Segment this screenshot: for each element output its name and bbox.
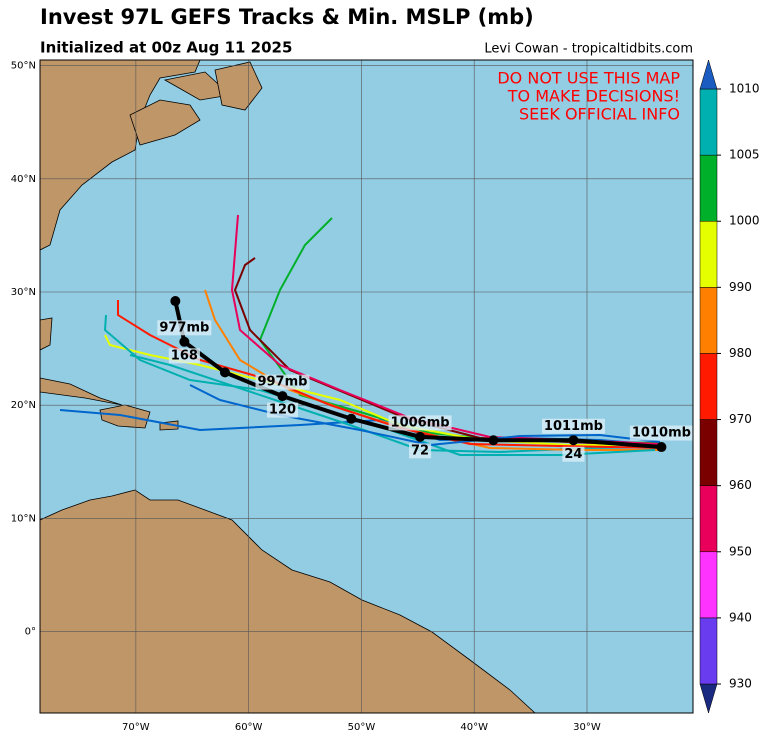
- hour-label: 168: [171, 348, 198, 363]
- colorbar-bin: [699, 287, 718, 354]
- track-point: [488, 435, 499, 446]
- lat-label: 20°N: [11, 400, 36, 411]
- colorbar-label: 940: [729, 610, 752, 624]
- lat-label: 30°N: [11, 287, 36, 298]
- label-bg: [541, 418, 605, 434]
- track-point: [277, 391, 288, 402]
- lon-label: 30°W: [573, 722, 601, 733]
- hour-label: 120: [269, 403, 296, 418]
- map-frame: [39, 59, 694, 714]
- credit: Levi Cowan - tropicaltidbits.com: [484, 42, 693, 57]
- colorbar-arrow: [699, 683, 718, 714]
- colorbar-bin: [699, 419, 718, 486]
- hour-label: 72: [411, 443, 429, 458]
- pressure-label: 997mb: [257, 375, 307, 390]
- track-point: [656, 442, 667, 453]
- label-bg: [266, 402, 299, 418]
- label-bg: [409, 443, 432, 459]
- warning-line: TO MAKE DECISIONS!: [507, 87, 680, 106]
- colorbar-label: 960: [729, 478, 752, 492]
- colorbar-label: 990: [729, 280, 752, 294]
- track-point: [219, 367, 230, 378]
- lat-label: 40°N: [11, 174, 36, 185]
- colorbar-label: 970: [729, 412, 752, 426]
- label-bg: [388, 415, 452, 431]
- title: Invest 97L GEFS Tracks & Min. MSLP (mb): [40, 5, 534, 29]
- pressure-label: 977mb: [159, 320, 209, 335]
- colorbar-bin: [699, 617, 718, 685]
- label-bg: [562, 446, 585, 462]
- label-bg: [168, 348, 200, 364]
- lat-label: 50°N: [11, 61, 36, 72]
- colorbar-bin: [699, 551, 718, 619]
- colorbar-label: 980: [729, 346, 752, 360]
- mean-track: 1010mb 1011mb 24 1006mb 72 997mb 120 977mb 168: [157, 296, 693, 462]
- colorbar-bin: [699, 485, 718, 553]
- lon-label: 40°W: [460, 722, 488, 733]
- track-point: [170, 296, 181, 307]
- land: [40, 60, 536, 713]
- colorbar-bin: [699, 154, 718, 222]
- pressure-label: 1010mb: [632, 426, 691, 441]
- colorbar-bin: [699, 88, 718, 156]
- colorbar-bin: [699, 353, 718, 420]
- warning-line: DO NOT USE THIS MAP: [497, 69, 680, 88]
- grid: [40, 60, 693, 713]
- lon-label: 50°W: [348, 722, 376, 733]
- pressure-label: 1011mb: [544, 419, 603, 434]
- colorbar-arrow: [699, 59, 718, 90]
- label-bg: [255, 374, 310, 390]
- colorbar-label: 950: [729, 544, 752, 558]
- colorbar-label: 1000: [729, 214, 760, 228]
- lat-label: 0°: [25, 627, 36, 638]
- track-point: [346, 413, 357, 424]
- track-point: [568, 435, 579, 446]
- colorbar-label: 1010: [729, 82, 760, 96]
- label-bg: [157, 320, 212, 336]
- pressure-label: 1006mb: [391, 415, 450, 430]
- lon-label: 60°W: [235, 722, 263, 733]
- colorbar: 930 940 950 960 970 980 990 1000 1005 1010: [699, 59, 760, 714]
- track-point: [179, 336, 190, 347]
- warning-box: DO NOT USE THIS MAP TO MAKE DECISIONS! S…: [497, 69, 680, 124]
- colorbar-label: 1005: [729, 148, 760, 162]
- lat-label: 10°N: [11, 513, 36, 524]
- colorbar-bin: [699, 220, 718, 288]
- hour-label: 24: [564, 447, 582, 462]
- subtitle: Initialized at 00z Aug 11 2025: [40, 39, 292, 57]
- track-point: [415, 431, 426, 442]
- label-bg: [629, 425, 693, 441]
- warning-line: SEEK OFFICIAL INFO: [519, 105, 680, 124]
- lon-label: 70°W: [122, 722, 150, 733]
- colorbar-label: 930: [729, 677, 752, 691]
